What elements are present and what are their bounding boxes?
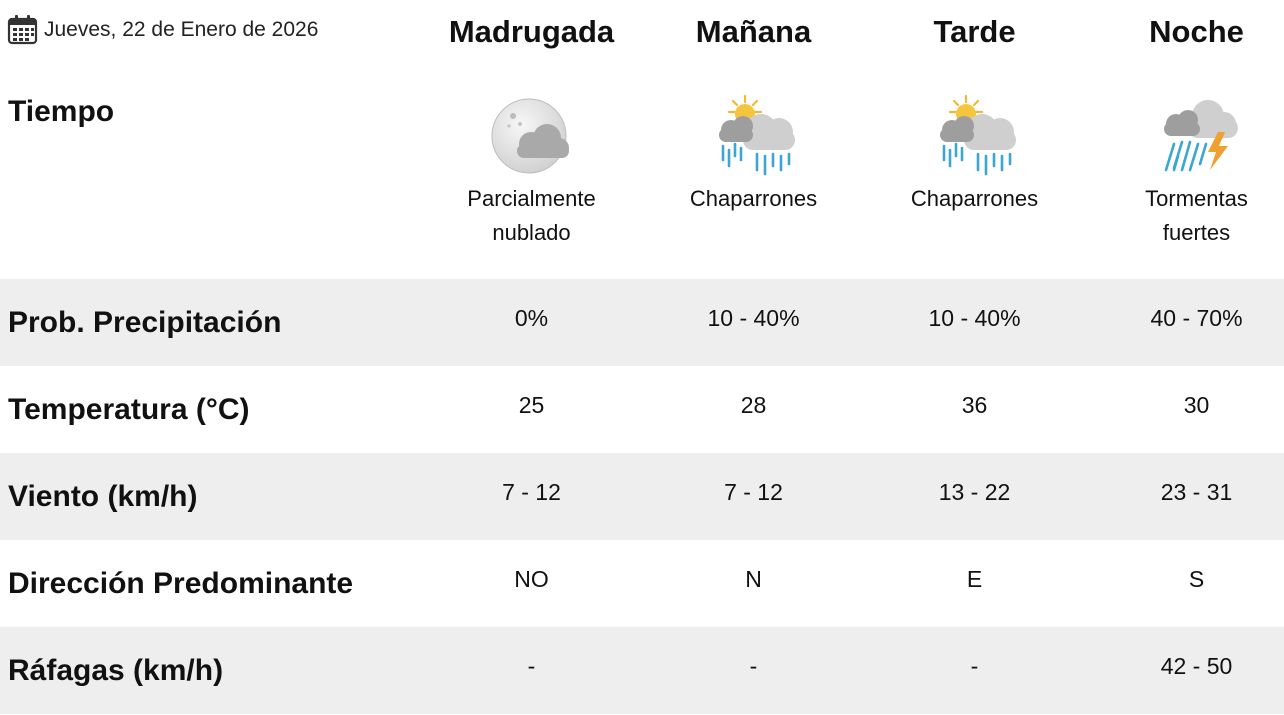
condition-line2: nublado — [492, 220, 571, 245]
row-label: Prob. Precipitación — [8, 305, 282, 339]
precipitation-row: Prob. Precipitación 0% 10 - 40% 10 - 40%… — [0, 279, 1284, 366]
cell-madrugada: 7 - 12 — [502, 478, 561, 505]
condition-madrugada: Parcialmente nublado — [421, 182, 642, 250]
cell-manana: 28 — [740, 391, 767, 418]
condition-line1: Chaparrones — [910, 186, 1039, 211]
condition-line2: fuertes — [1162, 220, 1231, 245]
showers-icon — [939, 94, 1016, 176]
cell-tarde: - — [970, 652, 979, 679]
weather-row-label: Tiempo — [8, 95, 115, 128]
cell-madrugada: NO — [514, 565, 549, 592]
cell-noche: 42 - 50 — [1160, 652, 1233, 679]
date-header: Jueves, 22 de Enero de 2026 — [7, 14, 318, 45]
cell-noche: S — [1188, 565, 1205, 592]
weather-icon-madrugada — [421, 94, 642, 178]
temperature-row: Temperatura (°C) 25 28 36 30 — [0, 366, 1284, 453]
row-label: Viento (km/h) — [8, 479, 198, 513]
cell-tarde: 13 - 22 — [938, 478, 1011, 505]
period-header-manana: Mañana — [695, 14, 812, 49]
row-label: Ráfagas (km/h) — [8, 653, 224, 687]
cell-noche: 23 - 31 — [1160, 478, 1233, 505]
period-header-noche: Noche — [1149, 14, 1244, 49]
showers-icon — [718, 94, 795, 176]
direction-row: Dirección Predominante NO N E S — [0, 540, 1284, 627]
cell-madrugada: - — [527, 652, 536, 679]
period-header-madrugada: Madrugada — [448, 14, 615, 49]
cell-manana: 10 - 40% — [707, 304, 800, 331]
row-label: Temperatura (°C) — [8, 392, 250, 426]
cell-madrugada: 25 — [518, 391, 545, 418]
date-label: Jueves, 22 de Enero de 2026 — [44, 17, 319, 41]
cell-tarde: 36 — [961, 391, 988, 418]
cell-madrugada: 0% — [514, 304, 549, 331]
wind-row: Viento (km/h) 7 - 12 7 - 12 13 - 22 23 -… — [0, 453, 1284, 540]
condition-line1: Parcialmente — [467, 186, 596, 211]
cell-noche: 30 — [1183, 391, 1210, 418]
partly-cloudy-night-icon — [491, 98, 569, 174]
calendar-icon — [7, 15, 38, 45]
weather-icon-noche — [1086, 94, 1284, 178]
cell-tarde: E — [966, 565, 983, 592]
weather-icon-manana — [643, 94, 864, 178]
condition-line1: Tormentas — [1145, 186, 1248, 211]
condition-noche: Tormentas fuertes — [1086, 182, 1284, 250]
cell-manana: - — [749, 652, 758, 679]
cell-manana: 7 - 12 — [724, 478, 783, 505]
weather-icon-tarde — [864, 94, 1085, 178]
condition-tarde: Chaparrones — [864, 182, 1085, 216]
condition-manana: Chaparrones — [643, 182, 864, 216]
gusts-row: Ráfagas (km/h) - - - 42 - 50 — [0, 627, 1284, 714]
severe-thunderstorm-icon — [1163, 100, 1238, 172]
cell-noche: 40 - 70% — [1150, 304, 1243, 331]
cell-tarde: 10 - 40% — [928, 304, 1021, 331]
condition-line1: Chaparrones — [689, 186, 818, 211]
cell-manana: N — [745, 565, 762, 592]
period-header-tarde: Tarde — [933, 14, 1016, 49]
row-label: Dirección Predominante — [8, 566, 354, 600]
